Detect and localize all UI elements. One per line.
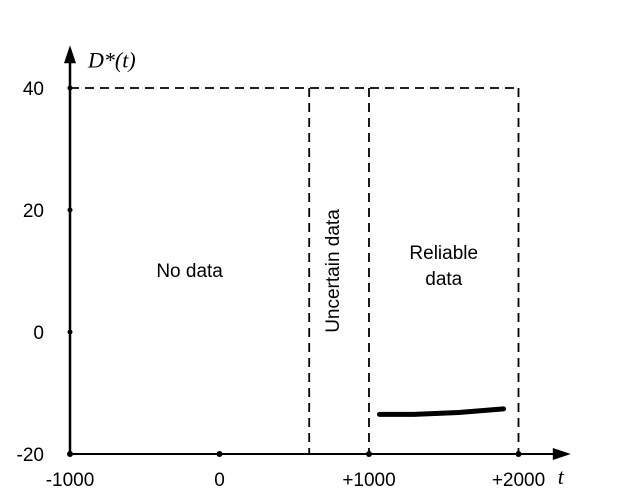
x-tick-mark [366, 451, 372, 457]
y-tick-mark [67, 207, 73, 213]
x-tick-mark [216, 451, 223, 457]
y-tick-label: 40 [23, 79, 44, 100]
series-line [376, 406, 507, 417]
x-tick-mark [67, 451, 73, 457]
y-tick-label: 0 [33, 323, 44, 344]
y-axis-arrow [64, 45, 76, 64]
y-tick-mark [67, 329, 73, 335]
x-axis-arrow [552, 448, 571, 460]
x-tick-label: -1000 [46, 470, 95, 491]
x-axis-label: t [558, 464, 565, 489]
x-tick-label: +2000 [492, 470, 545, 491]
x-tick-mark [515, 451, 522, 457]
region-label: No data [156, 261, 223, 282]
y-axis-label: D*(t) [87, 47, 136, 72]
y-tick-label: 20 [23, 201, 44, 222]
axis-ticks: D*(t) t -20 0 20 40 -1000 0 +1000 +2000 [17, 47, 565, 491]
region-labels: No data Uncertain data Reliable data [156, 209, 478, 333]
data-series [376, 406, 507, 417]
y-tick-mark [67, 85, 73, 91]
region-label: Reliable [409, 243, 478, 264]
plot-frame [64, 45, 571, 460]
region-label-line2: data [425, 269, 462, 290]
y-tick-label: -20 [17, 445, 44, 466]
x-tick-label: +1000 [342, 470, 395, 491]
region-label: Uncertain data [323, 209, 344, 333]
x-tick-label: 0 [214, 470, 225, 491]
